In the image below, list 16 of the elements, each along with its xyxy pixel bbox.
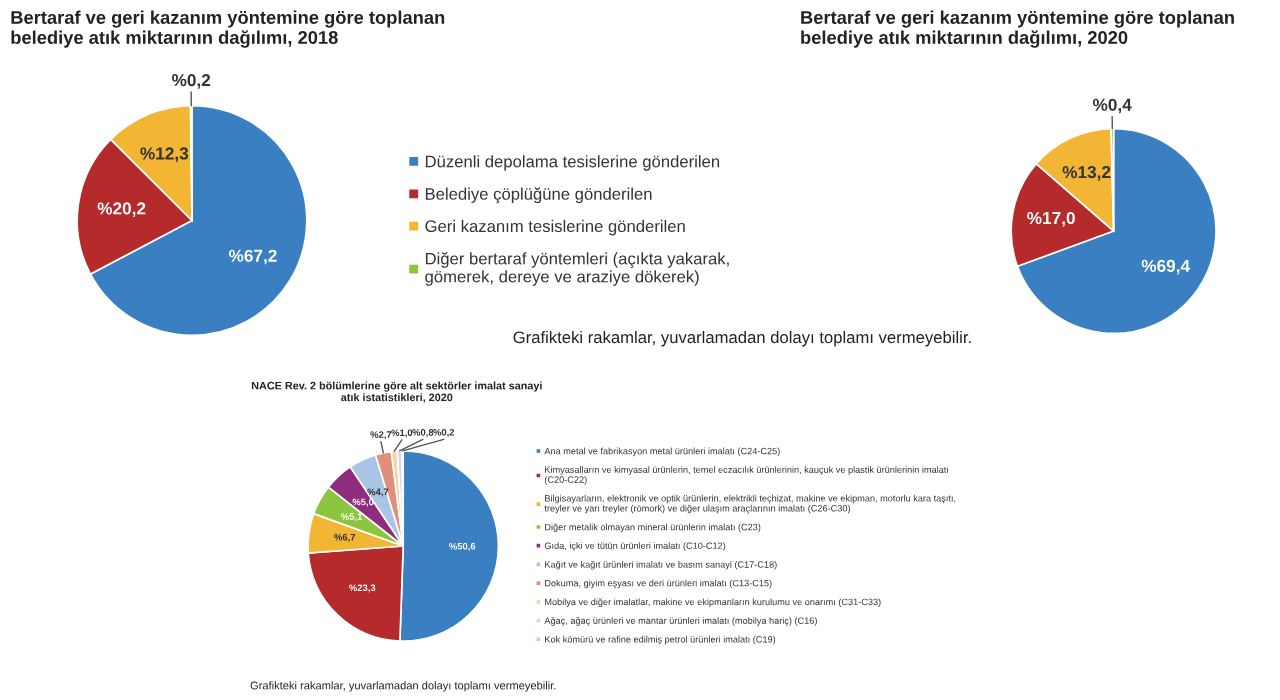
chart-title: Bertaraf ve geri kazanım yöntemine göre toplanan belediye atık miktarının dağılımı, 2020	[801, 10, 1234, 48]
chart-title: Bertaraf ve geri kazanım yöntemine göre toplanan belediye atık miktarının dağılımı, 2018	[11, 10, 445, 48]
legend-label: Geri kazanım tesislerine gönderilen	[425, 219, 685, 236]
data-label: %13,2	[1062, 165, 1111, 181]
legend-label: Diğer bertaraf yöntemleri (açıkta yakarak, gömerek, dereye ve araziye dökerek)	[425, 252, 729, 286]
data-label: %69,4	[1141, 259, 1190, 275]
pie-slice	[1016, 127, 1217, 335]
data-label: %12,3	[140, 147, 189, 163]
data-label: %0,2	[171, 74, 211, 89]
text: Grafikteki rakamlar, yuvarlamadan dolayı toplamı vermeyebilir.	[513, 330, 971, 347]
legend-label: Belediye çöplüğüne gönderilen	[425, 187, 652, 204]
data-label: %0,4	[1092, 98, 1132, 114]
data-label: %17,0	[1027, 211, 1075, 227]
legend-label: Düzenli depolama tesislerine gönderilen	[425, 155, 720, 171]
data-label: %20,2	[97, 202, 146, 218]
data-label: %67,2	[228, 249, 277, 265]
